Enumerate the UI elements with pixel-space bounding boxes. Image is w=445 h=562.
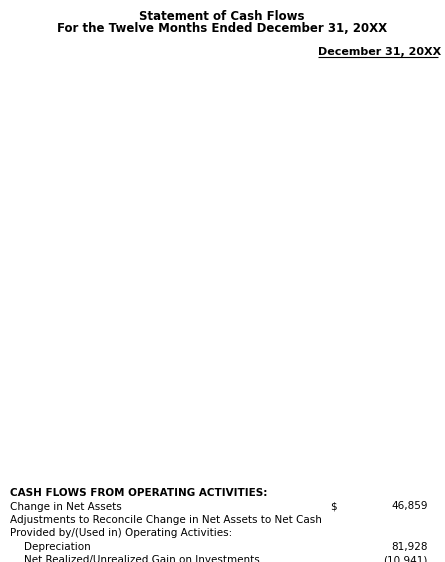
Text: December 31, 20XX: December 31, 20XX xyxy=(318,47,441,57)
Text: For the Twelve Months Ended December 31, 20XX: For the Twelve Months Ended December 31,… xyxy=(57,22,387,35)
Text: Statement of Cash Flows: Statement of Cash Flows xyxy=(139,10,305,23)
Text: Adjustments to Reconcile Change in Net Assets to Net Cash: Adjustments to Reconcile Change in Net A… xyxy=(10,515,322,525)
Text: 46,859: 46,859 xyxy=(392,501,428,511)
Text: (10,941): (10,941) xyxy=(384,555,428,562)
Text: Net Realized/Unrealized Gain on Investments: Net Realized/Unrealized Gain on Investme… xyxy=(24,555,260,562)
Text: Depreciation: Depreciation xyxy=(24,542,91,552)
Text: 81,928: 81,928 xyxy=(392,542,428,552)
Text: $: $ xyxy=(330,501,336,511)
Text: Provided by/(Used in) Operating Activities:: Provided by/(Used in) Operating Activiti… xyxy=(10,528,232,538)
Text: Change in Net Assets: Change in Net Assets xyxy=(10,501,122,511)
Text: CASH FLOWS FROM OPERATING ACTIVITIES:: CASH FLOWS FROM OPERATING ACTIVITIES: xyxy=(10,488,267,498)
